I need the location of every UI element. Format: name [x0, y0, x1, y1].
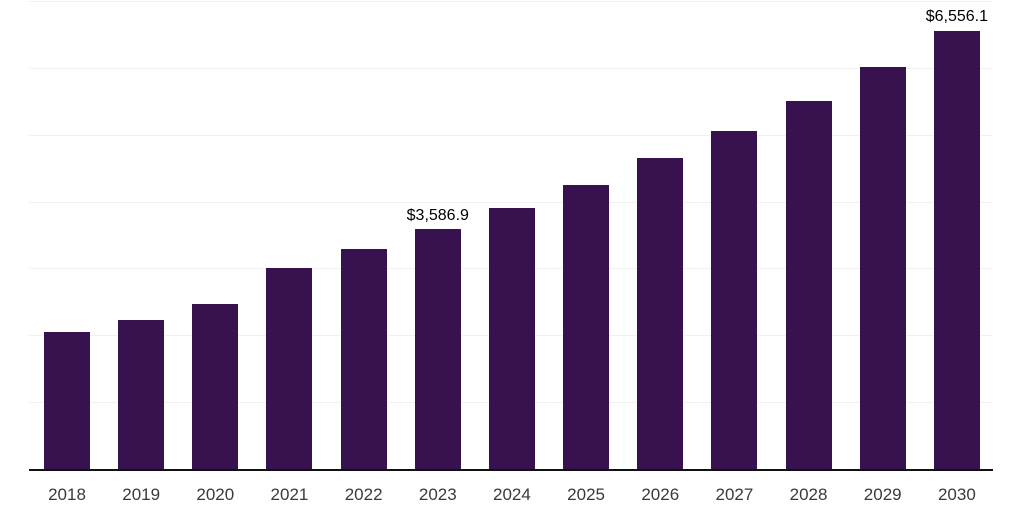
bar-2027: [711, 130, 758, 469]
bar-2025: [563, 184, 610, 469]
bar-2023: [414, 229, 461, 469]
bar-2018: [44, 331, 90, 469]
x-tick-label-2023: 2023: [418, 485, 457, 504]
x-tick-label-2027: 2027: [715, 485, 754, 504]
x-tick-label-2020: 2020: [196, 485, 235, 504]
x-tick-label-2018: 2018: [48, 485, 86, 504]
x-tick-label-2022: 2022: [344, 485, 383, 504]
bar-column-2026: 2026: [637, 0, 684, 504]
bar-column-2018: 2018: [44, 0, 90, 504]
plot-area: 2018 2019 2020 2021 2022 $3,586.9 2023 2024 2025…: [44, 0, 988, 504]
bar-column-2028: 2028: [785, 0, 832, 504]
bar-2024: [488, 207, 535, 469]
bar-column-2029: 2029: [859, 0, 906, 504]
data-label-2023: $3,586.9: [406, 206, 469, 224]
bar-2030: [933, 30, 980, 469]
bar-2029: [859, 67, 906, 469]
data-label-2030: $6,556.1: [925, 8, 989, 26]
bar-column-2019: 2019: [118, 0, 165, 504]
bar-2026: [637, 158, 684, 469]
bar-column-2027: 2027: [711, 0, 758, 504]
bar-2022: [340, 248, 387, 469]
x-tick-label-2025: 2025: [567, 485, 606, 504]
x-tick-label-2024: 2024: [493, 485, 531, 504]
x-tick-label-2021: 2021: [270, 485, 309, 504]
bar-column-2025: 2025: [563, 0, 610, 504]
bar-2028: [785, 100, 832, 469]
bar-column-2030: $6,556.1 2030: [926, 0, 988, 504]
x-axis-line: [29, 469, 993, 471]
x-tick-label-2026: 2026: [641, 485, 680, 504]
x-tick-label-2019: 2019: [122, 485, 161, 504]
bar-column-2022: 2022: [340, 0, 387, 504]
x-tick-label-2028: 2028: [789, 485, 828, 504]
bar-column-2021: 2021: [266, 0, 313, 504]
bar-2020: [192, 303, 239, 469]
bar-2019: [118, 320, 165, 469]
x-tick-label-2029: 2029: [863, 485, 902, 504]
bar-2021: [266, 267, 313, 469]
bar-column-2020: 2020: [192, 0, 239, 504]
bar-column-2023: $3,586.9 2023: [407, 0, 469, 504]
bar-column-2024: 2024: [488, 0, 535, 504]
x-tick-label-2030: 2030: [937, 485, 976, 504]
